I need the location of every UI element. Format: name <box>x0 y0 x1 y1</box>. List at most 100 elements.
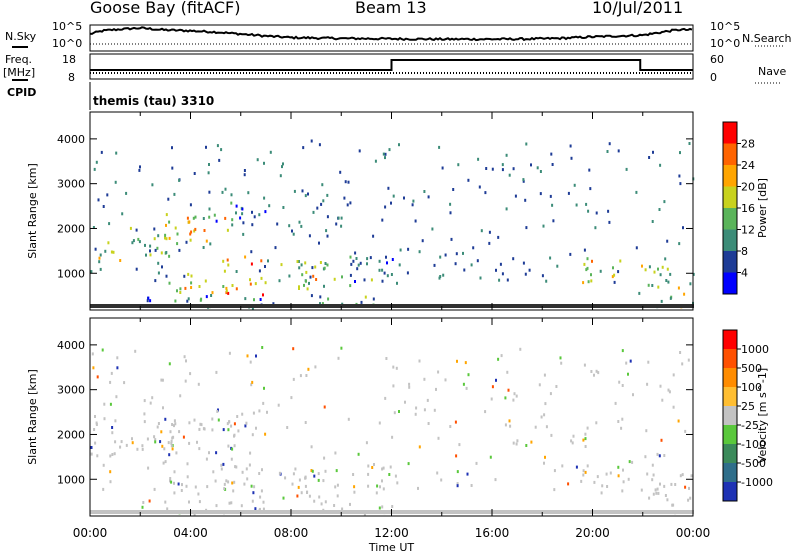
data-cell <box>454 262 457 266</box>
data-cell <box>154 279 157 283</box>
data-cell <box>256 304 258 308</box>
data-cell <box>134 349 137 353</box>
data-cell <box>319 295 322 299</box>
data-cell <box>437 370 440 374</box>
data-cell <box>485 167 488 170</box>
data-cell <box>396 481 399 485</box>
data-cell <box>165 213 168 217</box>
data-cell <box>157 422 160 425</box>
data-cell <box>358 510 360 514</box>
data-cell <box>314 510 316 514</box>
data-cell <box>590 370 593 373</box>
data-cell <box>516 439 519 443</box>
data-cell <box>91 352 94 356</box>
data-cell <box>272 510 274 514</box>
data-cell <box>394 304 396 308</box>
data-cell <box>427 422 430 425</box>
data-cell <box>261 468 263 472</box>
data-cell <box>551 163 554 166</box>
data-cell <box>226 304 228 308</box>
data-cell <box>263 196 266 200</box>
data-cell <box>313 499 316 503</box>
data-cell <box>432 510 434 514</box>
data-cell <box>412 510 414 514</box>
data-cell <box>366 257 369 261</box>
data-cell <box>482 304 484 308</box>
data-cell <box>130 510 132 514</box>
data-cell <box>323 266 326 270</box>
x-tick-label: 00:00 <box>676 526 711 540</box>
data-cell <box>320 202 323 206</box>
data-cell <box>153 435 156 439</box>
data-cell <box>160 510 162 514</box>
data-cell <box>659 482 661 486</box>
data-cell <box>147 466 150 470</box>
data-cell <box>364 510 366 514</box>
data-cell <box>98 304 100 308</box>
data-cell <box>258 510 260 514</box>
data-cell <box>302 304 304 308</box>
data-cell <box>244 304 246 308</box>
data-cell <box>184 286 187 290</box>
colorbar-tick-label: 28 <box>741 138 755 151</box>
data-cell <box>310 139 313 143</box>
data-cell <box>262 510 264 514</box>
data-cell <box>227 428 230 432</box>
data-cell <box>214 304 216 308</box>
data-cell <box>168 304 170 308</box>
data-cell <box>659 163 662 167</box>
data-cell <box>212 470 215 474</box>
data-cell <box>185 484 188 488</box>
data-cell <box>477 157 480 161</box>
data-cell <box>242 221 245 225</box>
data-cell <box>664 510 666 514</box>
data-cell <box>356 510 358 514</box>
data-cell <box>154 248 157 252</box>
data-cell <box>460 304 462 308</box>
data-cell <box>688 142 691 145</box>
data-cell <box>323 284 325 288</box>
freq-label: Freq. <box>5 53 33 66</box>
data-cell <box>176 289 178 293</box>
data-cell <box>543 413 546 417</box>
data-cell <box>410 510 412 514</box>
data-cell <box>324 304 326 308</box>
data-cell <box>495 268 497 272</box>
data-cell <box>625 167 628 171</box>
data-cell <box>176 510 178 514</box>
data-cell <box>209 242 212 246</box>
data-cell <box>106 510 108 514</box>
data-cell <box>145 253 147 257</box>
data-cell <box>253 215 256 219</box>
data-cell <box>376 484 379 488</box>
data-cell <box>186 475 189 479</box>
data-cell <box>593 373 595 377</box>
colorbar-segment <box>723 330 737 349</box>
data-cell <box>241 212 244 216</box>
colorbar-segment <box>723 229 737 251</box>
data-cell <box>456 484 459 488</box>
colorbar-segment <box>723 425 737 444</box>
data-cell <box>390 273 393 276</box>
data-cell <box>169 430 172 434</box>
data-cell <box>220 304 222 308</box>
data-cell <box>288 304 290 308</box>
y-tick-label: 4000 <box>57 133 85 146</box>
data-cell <box>190 286 193 289</box>
data-cell <box>648 156 651 159</box>
data-cell <box>269 150 272 154</box>
data-cell <box>660 510 662 514</box>
data-cell <box>252 411 255 415</box>
colorbar-segment <box>723 165 737 187</box>
data-cell <box>463 268 466 272</box>
data-cell <box>530 510 532 514</box>
data-cell <box>222 304 224 308</box>
data-cell <box>460 510 462 514</box>
data-cell <box>677 286 680 290</box>
data-cell <box>417 486 419 490</box>
data-cell <box>262 293 264 297</box>
data-cell <box>176 242 179 246</box>
data-cell <box>161 444 164 448</box>
data-cell <box>199 422 202 426</box>
data-cell <box>376 304 378 308</box>
